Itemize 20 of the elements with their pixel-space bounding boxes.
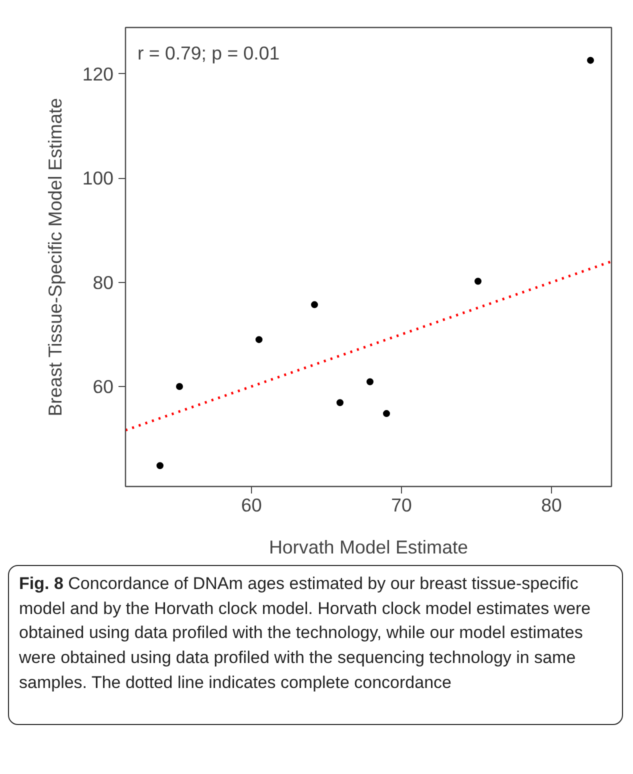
caption: Fig. 8 (19, 574, 64, 593)
y-tick-label: 120 (82, 63, 114, 84)
point (311, 301, 318, 308)
point (336, 399, 344, 406)
y-tick-label: 60 (92, 376, 114, 397)
y-tick-label: 80 (92, 272, 114, 293)
y-axis-title: Breast Tissue-Specific Model Estimate (44, 98, 66, 416)
point (383, 410, 390, 418)
point (156, 462, 164, 470)
x-tick-label: 80 (541, 494, 562, 516)
point (256, 336, 262, 344)
x-tick-label: 60 (241, 494, 262, 516)
y-tick-label: 100 (82, 168, 114, 189)
x-axis-title: Horvath Model Estimate (268, 536, 468, 558)
point (176, 382, 183, 390)
point (366, 378, 374, 386)
point (474, 278, 482, 285)
annotation: r = 0.79; p = 0.01 (138, 42, 280, 64)
x-tick-label: 70 (391, 494, 412, 516)
point (587, 56, 594, 64)
